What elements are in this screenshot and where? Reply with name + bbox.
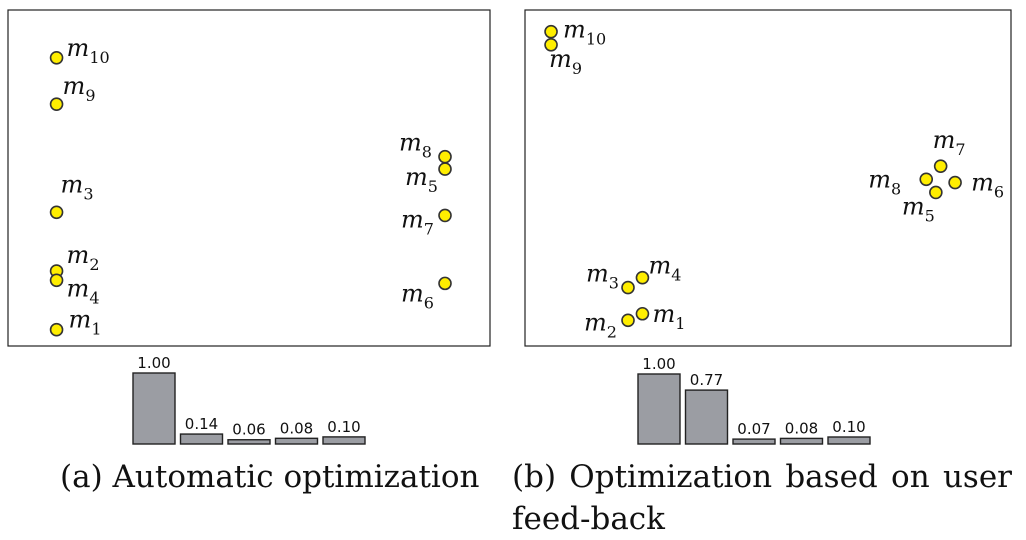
point-m3 [49, 205, 64, 220]
bar-b-4 [779, 437, 824, 445]
bar-label-b-1: 1.00 [642, 355, 675, 373]
point-label-m5: m5 [902, 192, 935, 225]
point-m4 [635, 270, 650, 285]
point-label-m7: m7 [933, 126, 966, 159]
point-m1 [49, 322, 64, 337]
point-m9 [49, 97, 64, 111]
point-m8 [919, 172, 934, 187]
bar-b-2 [684, 389, 729, 445]
point-label-m10: m10 [563, 16, 606, 49]
point-label-m2: m2 [67, 241, 100, 274]
point-m5 [929, 185, 943, 200]
point-m6 [438, 276, 452, 291]
point-m6 [948, 175, 962, 190]
point-label-m2: m2 [584, 308, 617, 341]
point-label-m6: m6 [971, 169, 1004, 202]
plot-frame-a [7, 9, 491, 347]
bar-label-a-3: 0.06 [232, 421, 265, 439]
point-label-m7: m7 [401, 205, 434, 238]
point-label-m5: m5 [405, 163, 438, 196]
bar-b-1 [637, 373, 681, 445]
plot-frame-b [524, 9, 1012, 347]
bar-label-b-4: 0.08 [785, 419, 818, 437]
caption-b: (b) Optimization based on user feed-back [512, 459, 1012, 537]
bar-a-2 [179, 433, 224, 445]
point-label-m1: m1 [69, 306, 102, 339]
point-m3 [621, 280, 635, 295]
bar-label-a-5: 0.10 [327, 418, 360, 436]
bar-label-a-4: 0.08 [280, 419, 313, 437]
point-m9 [544, 37, 558, 52]
bar-label-a-1: 1.00 [137, 354, 170, 372]
point-label-m4: m4 [67, 274, 100, 307]
point-m10 [544, 24, 558, 39]
point-label-m3: m3 [586, 260, 619, 293]
point-m8 [438, 149, 452, 164]
point-label-m9: m9 [549, 45, 582, 78]
point-label-m8: m8 [399, 129, 432, 162]
point-m5 [438, 162, 452, 176]
caption-a: (a) Automatic optimization [60, 459, 480, 495]
point-m10 [49, 51, 64, 65]
bar-a-3 [227, 439, 271, 445]
point-m4 [49, 273, 64, 288]
point-label-m10: m10 [67, 34, 110, 67]
bar-a-1 [132, 372, 176, 445]
bar-label-b-5: 0.10 [832, 418, 865, 436]
point-m7 [438, 208, 452, 223]
point-label-m1: m1 [652, 300, 685, 333]
point-label-m3: m3 [61, 170, 94, 203]
bar-b-3 [732, 438, 776, 445]
bar-b-5 [827, 436, 871, 445]
point-m2 [621, 313, 635, 328]
bar-a-5 [322, 436, 366, 445]
bar-label-a-2: 0.14 [185, 415, 218, 433]
point-label-m6: m6 [401, 279, 434, 312]
bar-label-b-3: 0.07 [737, 420, 770, 438]
bar-label-b-2: 0.77 [690, 371, 723, 389]
bar-a-4 [274, 437, 319, 445]
point-m7 [933, 159, 948, 173]
point-label-m9: m9 [63, 72, 96, 105]
point-label-m4: m4 [648, 252, 681, 285]
point-m1 [635, 306, 650, 321]
point-label-m8: m8 [868, 165, 901, 198]
